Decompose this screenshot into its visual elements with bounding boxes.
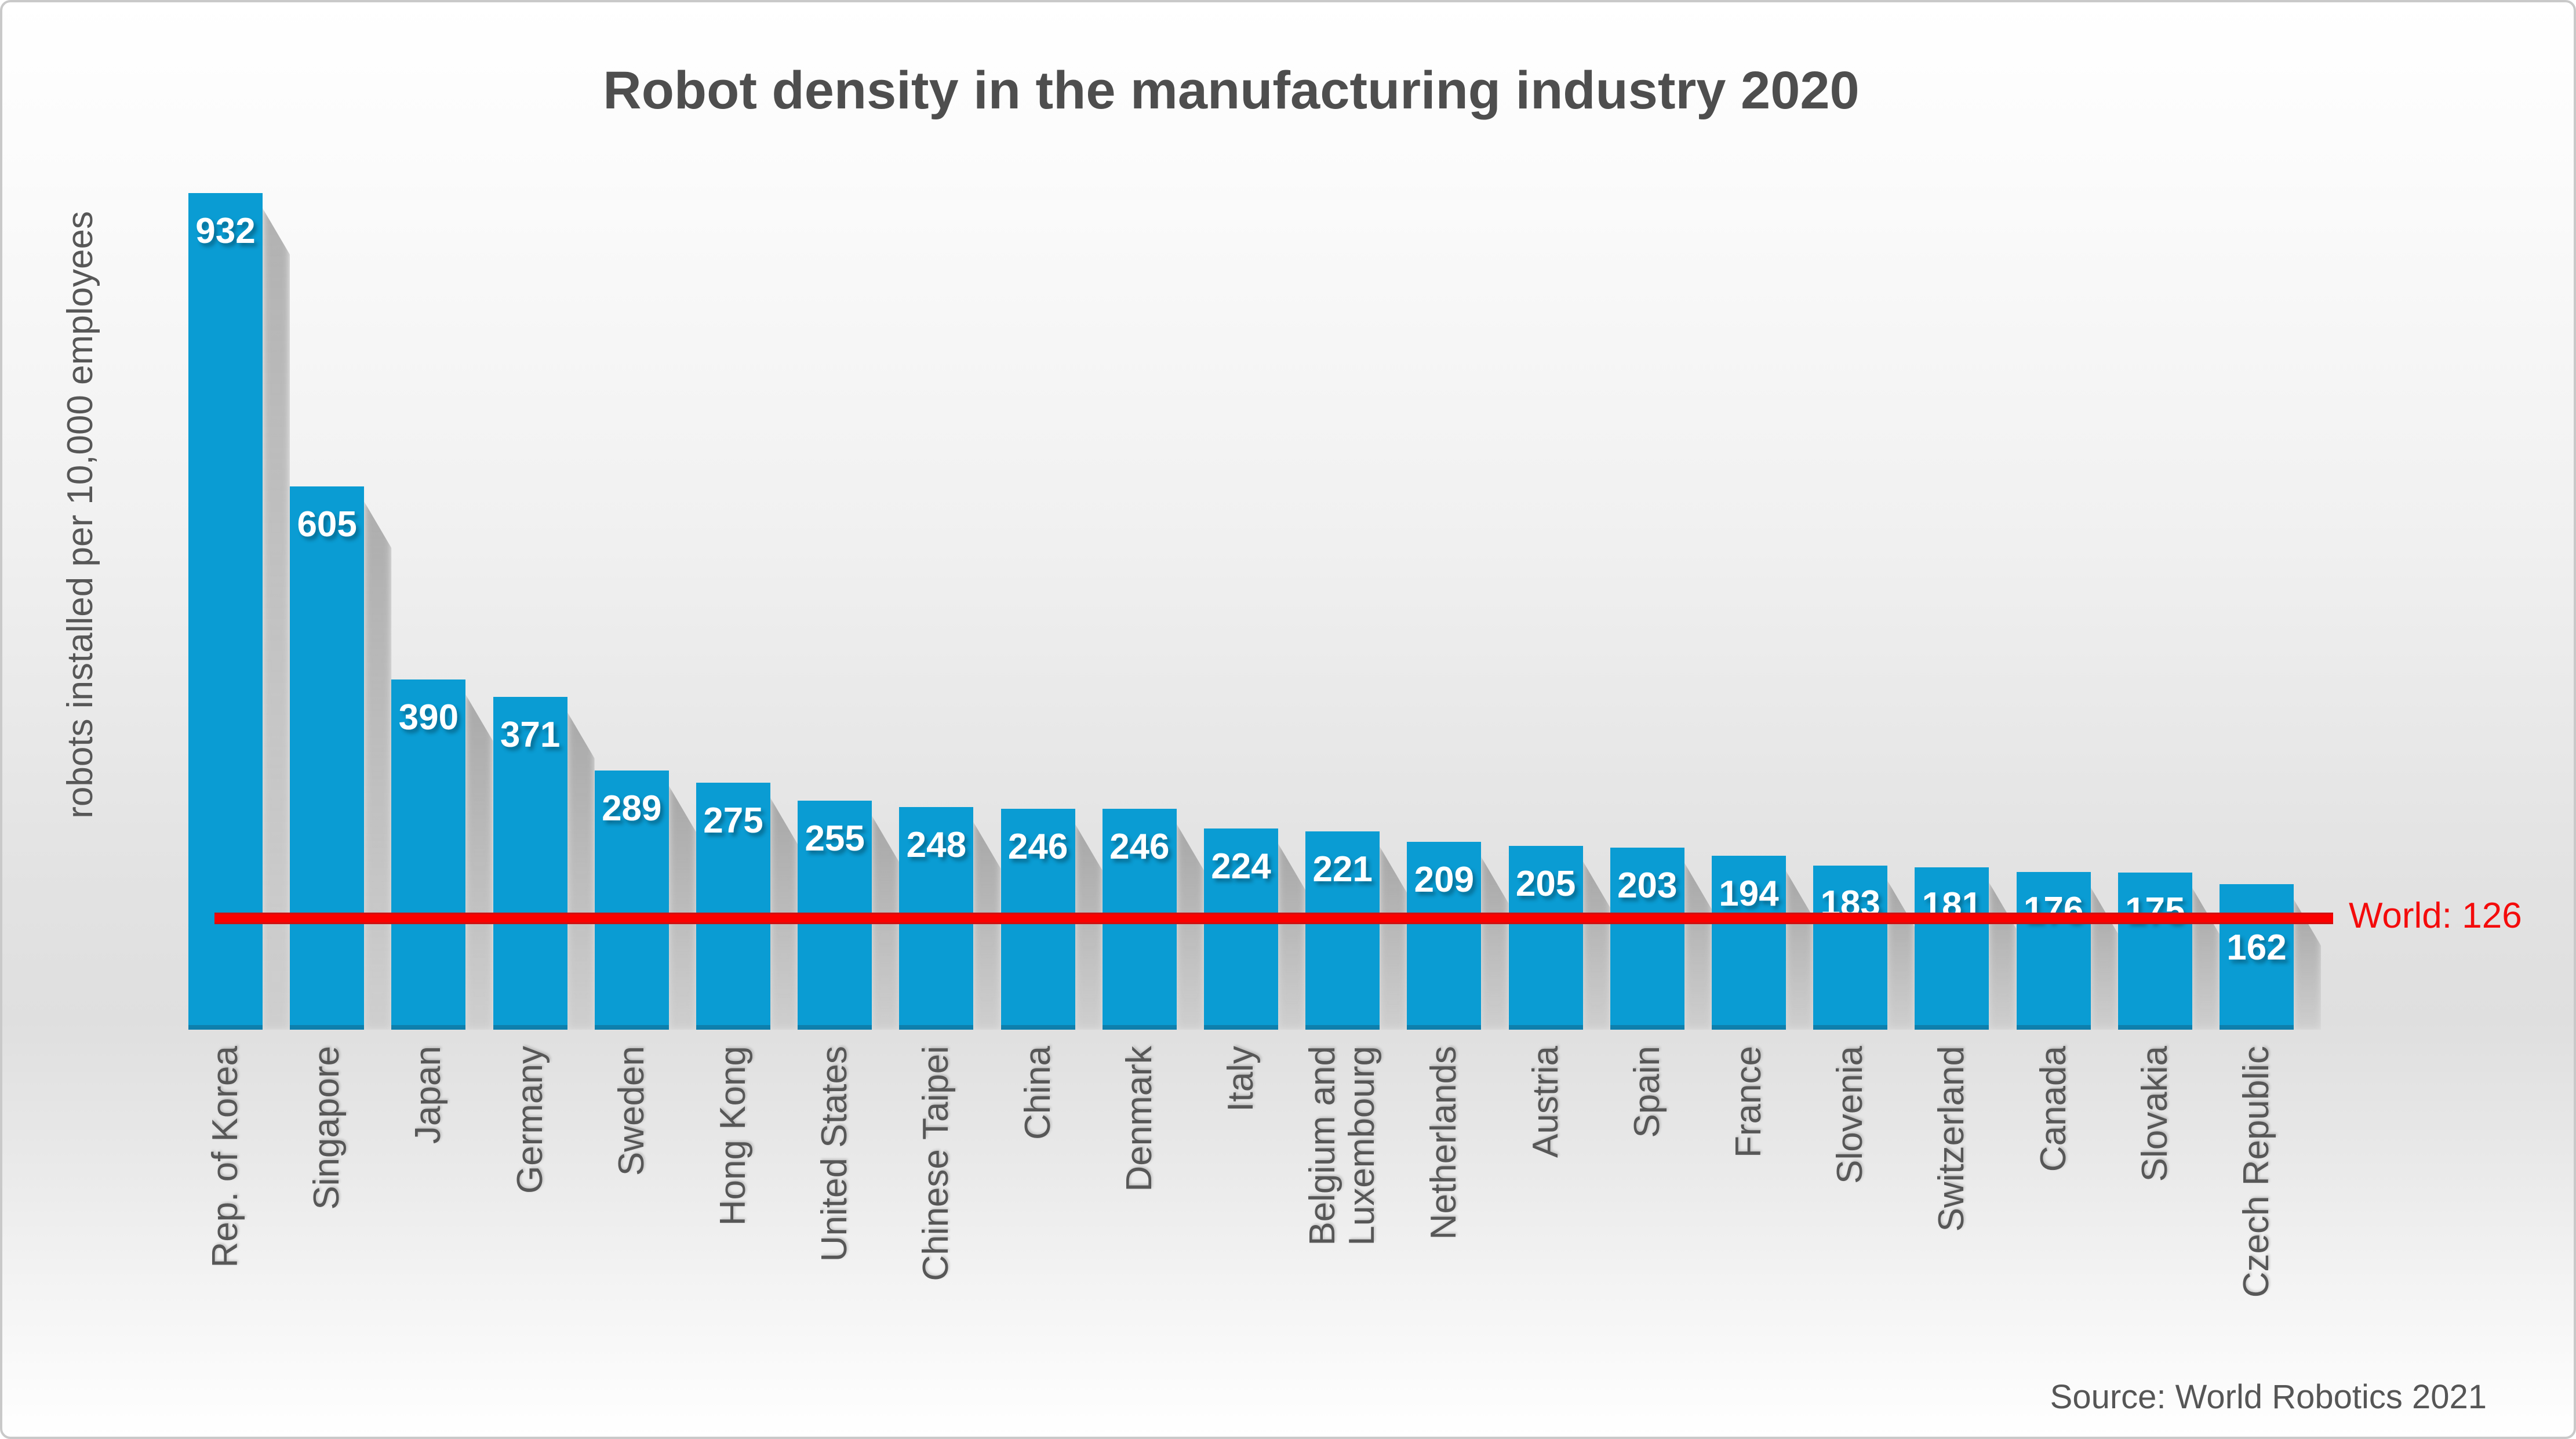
x-axis-label: Italy <box>1221 1046 1261 1112</box>
bar-netherlands: 209 <box>1407 842 1482 1030</box>
bar-value-label: 932 <box>195 211 256 251</box>
bar-shadow <box>973 822 1001 1030</box>
x-axis-label: Austria <box>1526 1046 1566 1158</box>
bar-value-label: 246 <box>1007 827 1068 867</box>
x-axis-label: Denmark <box>1119 1046 1159 1192</box>
bar-shadow <box>1481 857 1509 1030</box>
source-note: Source: World Robotics 2021 <box>2050 1378 2487 1416</box>
bar-canada: 176 <box>2016 872 2091 1030</box>
bar-shadow <box>1075 824 1103 1030</box>
bar-value-label: 162 <box>2226 928 2287 968</box>
bar-france: 194 <box>1712 856 1786 1030</box>
bar-slovakia: 175 <box>2117 873 2192 1030</box>
world-reference-label: World: 126 <box>2349 896 2522 936</box>
bar-value-label: 275 <box>703 801 763 841</box>
bar-singapore: 605 <box>290 486 365 1030</box>
bar-shadow <box>1989 882 2017 1030</box>
x-axis-label: Spain <box>1627 1046 1667 1138</box>
bar-rep-of-korea: 932 <box>188 193 263 1030</box>
x-axis-label: France <box>1729 1046 1769 1158</box>
bar-value-label: 203 <box>1617 866 1678 906</box>
bar-czech-republic: 162 <box>2220 884 2294 1030</box>
bar-belgium-and-luxembourg: 221 <box>1305 831 1380 1030</box>
bar-value-label: 224 <box>1211 846 1271 886</box>
x-axis-label: China <box>1018 1046 1058 1140</box>
bar-value-label: 605 <box>297 504 357 544</box>
bar-shadow <box>668 786 696 1030</box>
x-axis-label: Belgium and Luxembourg <box>1302 1046 1382 1246</box>
bar-value-label: 248 <box>906 825 967 865</box>
x-axis-label: Rep. of Korea <box>205 1046 245 1268</box>
y-axis-label: robots installed per 10,000 employees <box>60 211 100 819</box>
x-axis-label: Singapore <box>307 1046 347 1210</box>
x-axis-label: Switzerland <box>1931 1046 1971 1232</box>
bar-spain: 203 <box>1610 848 1684 1030</box>
bar-value-label: 209 <box>1414 860 1475 900</box>
bar-value-label: 390 <box>398 697 459 737</box>
bar-hong-kong: 275 <box>696 783 770 1030</box>
bar-value-label: 205 <box>1515 864 1576 904</box>
x-axis-label: Japan <box>408 1046 448 1144</box>
bar-shadow <box>2090 887 2118 1030</box>
bar-germany: 371 <box>493 697 567 1030</box>
x-axis-label: Netherlands <box>1424 1046 1464 1240</box>
bar-value-label: 371 <box>500 715 561 755</box>
bar-shadow <box>1176 824 1204 1030</box>
chart-title: Robot density in the manufacturing indus… <box>603 61 1860 120</box>
x-axis-label: Chinese Taipei <box>916 1046 956 1281</box>
bar-shadow <box>1582 861 1610 1030</box>
bar-slovenia: 183 <box>1813 866 1888 1030</box>
world-reference-line <box>214 913 2333 924</box>
bar-value-label: 255 <box>805 819 865 859</box>
x-axis-label: Germany <box>510 1046 550 1194</box>
bar-shadow <box>465 695 493 1030</box>
bar-japan: 390 <box>391 679 466 1030</box>
bar-value-label: 246 <box>1109 827 1170 867</box>
bar-sweden: 289 <box>594 771 669 1030</box>
bar-shadow <box>567 712 595 1030</box>
bar-value-label: 289 <box>602 788 662 828</box>
x-axis-label: United States <box>814 1046 854 1262</box>
bar-shadow <box>263 208 290 1030</box>
bar-shadow <box>1786 871 1813 1030</box>
bar-austria: 205 <box>1508 846 1583 1030</box>
bar-shadow <box>2192 888 2220 1030</box>
bar-shadow <box>364 502 392 1030</box>
bar-value-label: 221 <box>1312 849 1373 889</box>
x-axis-label: Hong Kong <box>713 1046 753 1226</box>
bar-shadow <box>1278 844 1305 1030</box>
bar-shadow <box>1684 863 1712 1030</box>
bar-switzerland: 181 <box>1915 867 1989 1030</box>
bar-shadow <box>1380 846 1407 1030</box>
x-axis-label: Slovenia <box>1830 1046 1870 1184</box>
bar-italy: 224 <box>1204 828 1278 1030</box>
bar-shadow <box>1887 881 1915 1030</box>
x-axis-label: Sweden <box>612 1046 652 1176</box>
bar-value-label: 194 <box>1719 874 1779 914</box>
